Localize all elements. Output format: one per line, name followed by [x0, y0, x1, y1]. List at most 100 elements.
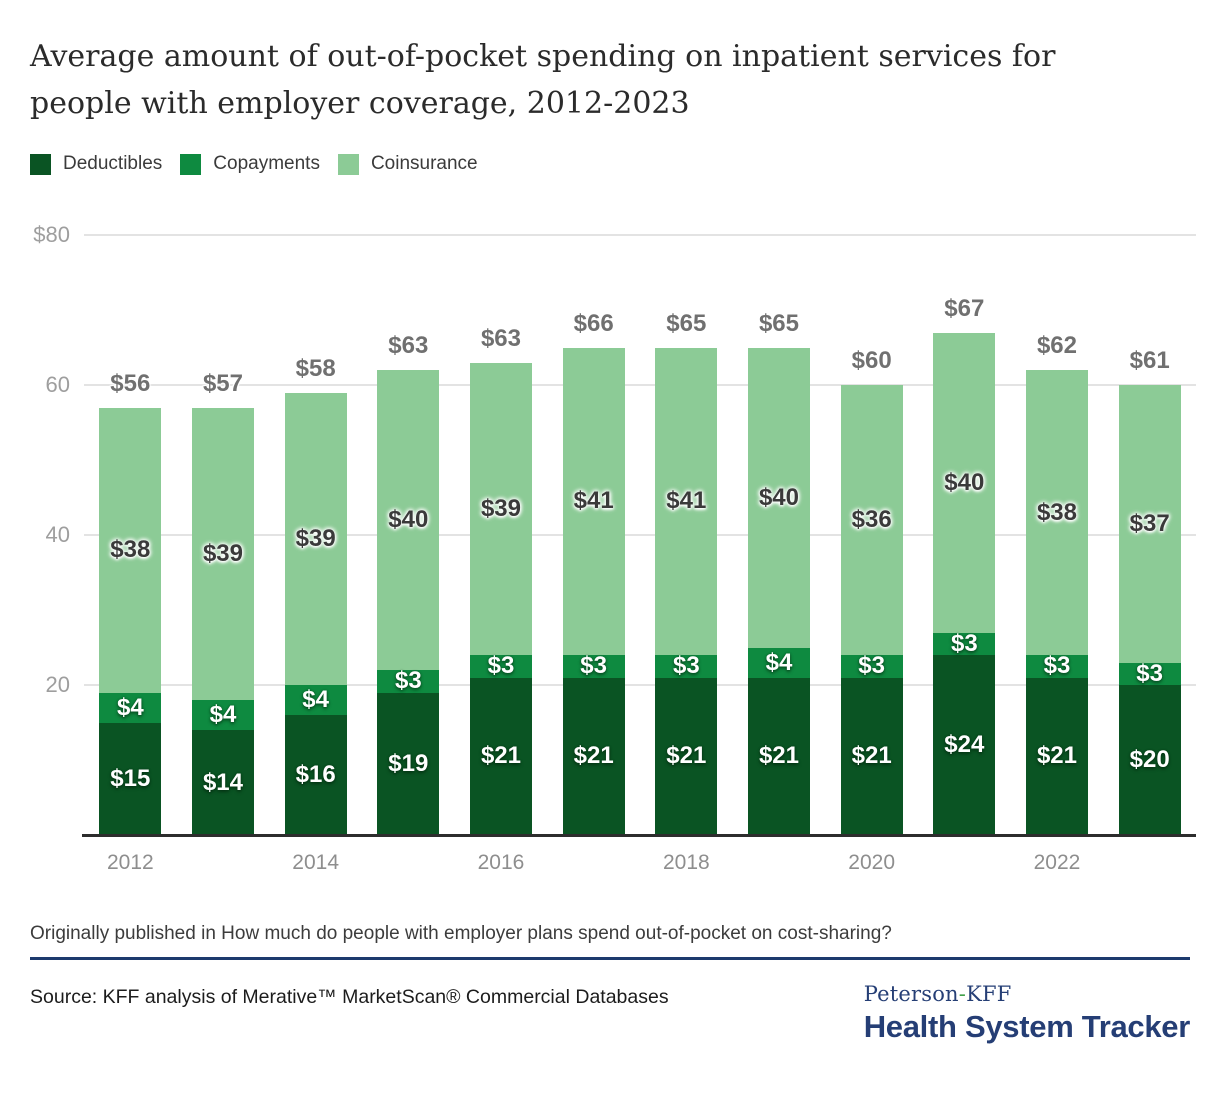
total-value-label-2016: $63	[480, 324, 521, 352]
bar-2023-coinsurance-segment[interactable]: $37	[1118, 385, 1181, 663]
legend-item-copayments[interactable]: Copayments	[180, 153, 320, 175]
x-axis-label-2020: 2020	[848, 851, 896, 874]
bar-group-2021: $24 $3 $40 $67	[918, 235, 1011, 835]
legend-item-deductibles[interactable]: Deductibles	[30, 153, 162, 175]
bar-2013-coinsurance-segment[interactable]: $39	[191, 407, 254, 700]
y-axis-label-60: 60	[45, 372, 70, 397]
bar-2012-coinsurance-segment[interactable]: $38	[99, 407, 162, 693]
bar-2019-deductibles-segment[interactable]: $21	[747, 677, 810, 835]
deductibles-swatch-icon	[30, 153, 51, 175]
deductibles-value-label: $21	[480, 742, 521, 770]
total-value-label-2013: $57	[202, 369, 243, 397]
bar-group-2022: $21 $3 $38 $62 2022	[1011, 235, 1104, 874]
coinsurance-value-label: $39	[202, 539, 243, 567]
deductibles-value-label: $21	[666, 742, 707, 770]
bar-2019-coinsurance-segment[interactable]: $40	[747, 347, 810, 648]
legend: Deductibles Copayments Coinsurance	[30, 153, 1190, 175]
bar-2015-coinsurance-segment[interactable]: $40	[377, 370, 440, 670]
bar-group-2020: $21 $3 $36 $60 2020	[825, 235, 918, 874]
bar-2017-coinsurance-segment[interactable]: $41	[562, 347, 625, 655]
published-article-link[interactable]: How much do people with employer plans s…	[221, 923, 892, 944]
legend-item-coinsurance[interactable]: Coinsurance	[337, 153, 478, 175]
copayments-value-label: $3	[950, 629, 978, 657]
bar-group-2017: $21 $3 $41 $66	[547, 235, 640, 835]
bar-2016-copayments-segment[interactable]: $3	[469, 652, 532, 679]
bar-2022-deductibles-segment[interactable]: $21	[1025, 677, 1088, 835]
bar-2018-coinsurance-segment[interactable]: $41	[655, 347, 718, 655]
bar-2020-copayments-segment[interactable]: $3	[840, 652, 903, 679]
bar-2019-copayments-segment[interactable]: $4	[747, 647, 810, 678]
coinsurance-value-label: $40	[944, 468, 985, 496]
peterson-kff-tracker-logo[interactable]: Peterson-KFF Health System Tracker	[863, 982, 1191, 1045]
chart-title: Average amount of out-of-pocket spending…	[30, 33, 1190, 127]
copayments-value-label: $3	[858, 652, 885, 680]
bar-2013-deductibles-segment[interactable]: $14	[191, 730, 254, 835]
bar-group-2015: $19 $3 $40 $63	[362, 235, 455, 835]
bar-2016-deductibles-segment[interactable]: $21	[469, 677, 532, 835]
bar-2012[interactable]: $15 $4 $38 $56	[99, 235, 162, 835]
bar-2021[interactable]: $24 $3 $40 $67	[933, 235, 996, 835]
bar-2020-deductibles-segment[interactable]: $21	[840, 677, 903, 835]
copayments-value-label: $4	[302, 686, 329, 713]
legend-label-coinsurance: Coinsurance	[370, 153, 478, 174]
bar-group-2019: $21 $4 $40 $65	[733, 235, 826, 835]
bar-2021-deductibles-segment[interactable]: $24	[933, 655, 996, 835]
bar-2023-deductibles-segment[interactable]: $20	[1118, 685, 1181, 835]
coinsurance-swatch-icon	[337, 153, 359, 175]
chart-title-line1: Average amount of out-of-pocket spending…	[30, 39, 1056, 74]
bar-2015-copayments-segment[interactable]: $3	[377, 667, 440, 694]
stacked-bar-chart: $15 $4 $38 $56 2012 $14 $4 $39 $57 $16 $4 $39 $58 201…	[0, 199, 1220, 879]
deductibles-value-label: $14	[202, 768, 243, 796]
x-axis-label-2014: 2014	[292, 851, 340, 874]
bar-2015-deductibles-segment[interactable]: $19	[377, 692, 440, 835]
coinsurance-value-label: $37	[1129, 509, 1170, 537]
bar-2023-copayments-segment[interactable]: $3	[1118, 660, 1181, 687]
bar-2014[interactable]: $16 $4 $39 $58	[284, 235, 347, 835]
bar-2012-copayments-segment[interactable]: $4	[99, 692, 162, 723]
bar-2020-coinsurance-segment[interactable]: $36	[840, 385, 903, 655]
bar-2020[interactable]: $21 $3 $36 $60	[840, 235, 903, 835]
footer: Source: KFF analysis of Merative™ Market…	[30, 982, 1190, 1045]
bar-2022-coinsurance-segment[interactable]: $38	[1025, 370, 1088, 655]
x-axis-label-2018: 2018	[662, 851, 710, 874]
bar-2015[interactable]: $19 $3 $40 $63	[377, 235, 440, 835]
bar-2014-coinsurance-segment[interactable]: $39	[284, 392, 347, 685]
bar-2016-coinsurance-segment[interactable]: $39	[469, 362, 532, 655]
logo-peterson-kff: Peterson-KFF	[864, 982, 1190, 1006]
copayments-value-label: $3	[1136, 659, 1163, 687]
bar-2017-copayments-segment[interactable]: $3	[562, 652, 625, 679]
gridline-60	[84, 384, 1196, 386]
coinsurance-value-label: $39	[295, 524, 336, 552]
bar-2012-deductibles-segment[interactable]: $15	[99, 722, 162, 835]
copayments-value-label: $4	[209, 701, 237, 728]
bar-2014-copayments-segment[interactable]: $4	[284, 685, 347, 715]
logo-hyphen: -	[958, 982, 967, 1006]
logo-kff-text: KFF	[966, 982, 1012, 1006]
y-axis-label-80: $80	[33, 222, 70, 247]
chart-title-line2: people with employer coverage, 2012-2023	[30, 86, 690, 121]
bar-2021-copayments-segment[interactable]: $3	[933, 630, 996, 657]
logo-health-system-tracker: Health System Tracker	[863, 1009, 1191, 1044]
bar-2018-copayments-segment[interactable]: $3	[655, 652, 718, 679]
bar-2023[interactable]: $20 $3 $37 $61	[1118, 235, 1181, 835]
bar-2018-deductibles-segment[interactable]: $21	[655, 677, 718, 835]
bar-2022[interactable]: $21 $3 $38 $62	[1025, 235, 1088, 835]
gridline-80	[84, 234, 1196, 236]
coinsurance-value-label: $40	[388, 506, 429, 533]
x-axis-label-2022: 2022	[1033, 851, 1081, 874]
bar-2013-copayments-segment[interactable]: $4	[191, 700, 254, 730]
bar-2022-copayments-segment[interactable]: $3	[1025, 652, 1088, 679]
legend-label-deductibles: Deductibles	[63, 153, 163, 174]
bar-2021-coinsurance-segment[interactable]: $40	[933, 332, 996, 633]
bar-2014-deductibles-segment[interactable]: $16	[284, 715, 347, 835]
bar-2018[interactable]: $21 $3 $41 $65	[655, 235, 718, 835]
bar-2016[interactable]: $21 $3 $39 $63	[469, 235, 532, 835]
total-value-label-2021: $67	[944, 294, 985, 322]
bar-2017-deductibles-segment[interactable]: $21	[562, 677, 625, 835]
x-axis-label-2012: 2012	[106, 851, 154, 874]
bar-2019[interactable]: $21 $4 $40 $65	[747, 235, 810, 835]
copayments-value-label: $3	[672, 652, 700, 680]
bar-2013[interactable]: $14 $4 $39 $57	[191, 235, 254, 835]
bar-2017[interactable]: $21 $3 $41 $66	[562, 235, 625, 835]
